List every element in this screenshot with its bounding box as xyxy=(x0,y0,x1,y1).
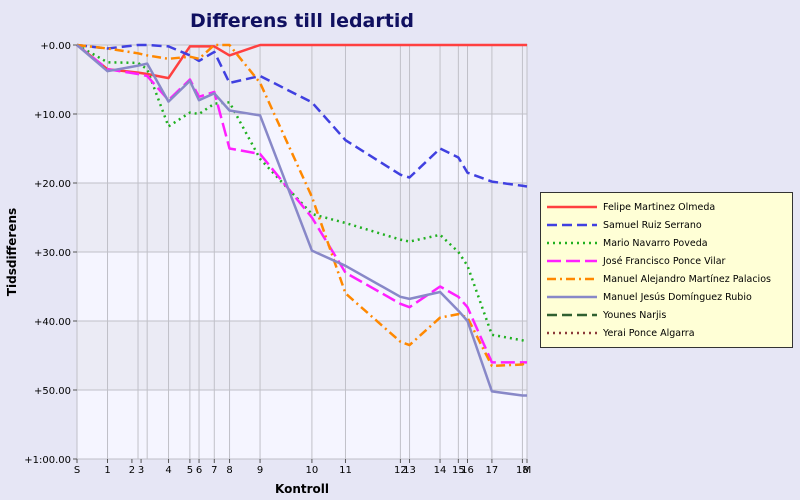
series-line xyxy=(76,43,528,368)
x-tick-label: 15 xyxy=(452,465,465,476)
plot-band xyxy=(77,45,527,114)
legend-label: Manuel Jesús Domínguez Rubio xyxy=(603,291,752,303)
series-line xyxy=(76,43,527,80)
y-axis-label: Tidsdifferens xyxy=(5,208,19,296)
y-tick-label: +20.00 xyxy=(34,179,71,190)
y-tick-label: +0.00 xyxy=(40,41,71,52)
plot-band xyxy=(77,183,527,252)
legend-item: Yerai Ponce Algarra xyxy=(547,324,792,342)
chart-title: Differens till ledartid xyxy=(190,10,414,32)
x-tick-label: 16 xyxy=(461,465,474,476)
legend-swatch xyxy=(547,205,597,209)
legend-swatch xyxy=(547,223,597,227)
series-line xyxy=(76,43,528,188)
x-tick-label: 12 xyxy=(394,465,407,476)
x-tick-label: 8 xyxy=(226,465,232,476)
legend-swatch xyxy=(547,277,597,281)
x-tick-label: 10 xyxy=(306,465,319,476)
legend-item: Manuel Jesús Domínguez Rubio xyxy=(547,288,792,306)
y-tick-label: +40.00 xyxy=(34,317,71,328)
x-axis-label: Kontroll xyxy=(275,482,329,496)
series-line xyxy=(76,43,528,343)
x-tick-label: S xyxy=(74,465,80,476)
x-tick-label: 1 xyxy=(104,465,110,476)
x-tick-label: 14 xyxy=(434,465,447,476)
x-tick-label: 9 xyxy=(257,465,263,476)
legend-item: José Francisco Ponce Vilar xyxy=(547,252,792,270)
x-tick-label: 6 xyxy=(196,465,202,476)
x-tick-label: 2 xyxy=(129,465,135,476)
legend-item: Younes Narjis xyxy=(547,306,792,324)
legend-swatch xyxy=(547,331,597,335)
legend: Felipe Martinez Olmeda Samuel Ruiz Serran… xyxy=(540,192,793,348)
legend-label: Yerai Ponce Algarra xyxy=(603,327,695,339)
x-tick-label: M xyxy=(523,465,532,476)
legend-item: Mario Navarro Poveda xyxy=(547,234,792,252)
x-tick-label: 17 xyxy=(486,465,499,476)
series-lines xyxy=(76,43,528,397)
y-tick-label: +50.00 xyxy=(34,386,71,397)
x-tick-label: 3 xyxy=(138,465,144,476)
legend-swatch xyxy=(547,295,597,299)
legend-item: Felipe Martinez Olmeda xyxy=(547,198,792,216)
legend-swatch xyxy=(547,241,597,245)
y-axis-ticks: +0.00 +10.00 +20.00 +30.00 +40.00 +50.00 +1:00… xyxy=(24,41,77,466)
x-tick-label: 4 xyxy=(165,465,171,476)
x-tick-label: 7 xyxy=(211,465,217,476)
x-tick-label: 11 xyxy=(339,465,352,476)
y-tick-label: +1:00.00 xyxy=(24,455,71,466)
legend-label: Younes Narjis xyxy=(603,309,667,321)
x-tick-label: 13 xyxy=(403,465,416,476)
plot-bands xyxy=(77,45,527,390)
legend-swatch xyxy=(547,259,597,263)
series-line xyxy=(76,44,527,397)
y-tick-label: +10.00 xyxy=(34,110,71,121)
plot-band xyxy=(77,321,527,390)
y-tick-label: +30.00 xyxy=(34,248,71,259)
legend-label: José Francisco Ponce Vilar xyxy=(603,255,726,267)
legend-item: Manuel Alejandro Martínez Palacios xyxy=(547,270,792,288)
legend-label: Manuel Alejandro Martínez Palacios xyxy=(603,273,771,285)
legend-item: Samuel Ruiz Serrano xyxy=(547,216,792,234)
legend-swatch xyxy=(547,313,597,317)
legend-label: Samuel Ruiz Serrano xyxy=(603,219,702,231)
x-tick-label: 5 xyxy=(187,465,193,476)
x-tick-label: 18 xyxy=(516,465,529,476)
legend-label: Felipe Martinez Olmeda xyxy=(603,201,716,213)
legend-label: Mario Navarro Poveda xyxy=(603,237,708,249)
